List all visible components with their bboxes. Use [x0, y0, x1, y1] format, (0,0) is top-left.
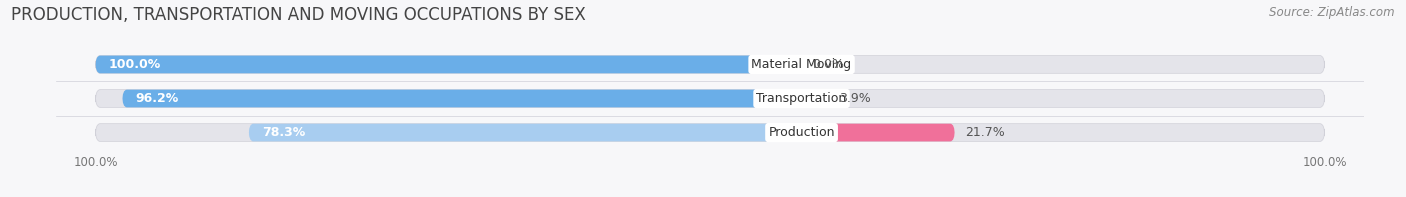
Text: 3.9%: 3.9%: [839, 92, 872, 105]
Legend: Male, Female: Male, Female: [648, 193, 772, 197]
Text: Source: ZipAtlas.com: Source: ZipAtlas.com: [1270, 6, 1395, 19]
FancyBboxPatch shape: [122, 90, 801, 107]
Text: Transportation: Transportation: [756, 92, 846, 105]
Text: Material Moving: Material Moving: [751, 58, 852, 71]
FancyBboxPatch shape: [96, 56, 801, 73]
Text: 100.0%: 100.0%: [108, 58, 160, 71]
Text: 21.7%: 21.7%: [966, 126, 1005, 139]
Text: Production: Production: [768, 126, 835, 139]
FancyBboxPatch shape: [96, 124, 1324, 141]
Text: 96.2%: 96.2%: [135, 92, 179, 105]
FancyBboxPatch shape: [801, 90, 830, 107]
FancyBboxPatch shape: [801, 124, 955, 141]
Text: 78.3%: 78.3%: [262, 126, 305, 139]
Text: 0.0%: 0.0%: [813, 58, 844, 71]
FancyBboxPatch shape: [96, 90, 1324, 107]
Text: PRODUCTION, TRANSPORTATION AND MOVING OCCUPATIONS BY SEX: PRODUCTION, TRANSPORTATION AND MOVING OC…: [11, 6, 586, 24]
FancyBboxPatch shape: [249, 124, 801, 141]
FancyBboxPatch shape: [96, 56, 1324, 73]
